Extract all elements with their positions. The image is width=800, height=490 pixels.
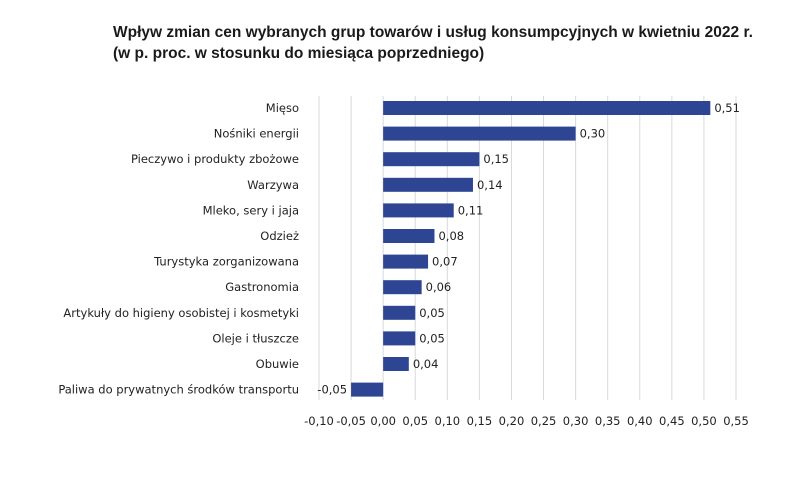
chart-subtitle: (w p. proc. w stosunku do miesiąca poprz… xyxy=(113,45,485,62)
category-label: Warzywa xyxy=(247,178,299,192)
bar xyxy=(383,203,454,218)
bar xyxy=(383,152,480,167)
gridlines xyxy=(318,96,737,400)
category-label: Artykuły do higieny osobistej i kosmetyk… xyxy=(63,306,299,320)
value-label: -0,05 xyxy=(317,383,347,397)
category-label: Paliwa do prywatnych środków transportu xyxy=(58,383,299,397)
bar xyxy=(383,101,711,115)
x-tick-label: -0,05 xyxy=(336,414,366,428)
category-label: Mleko, sery i jaja xyxy=(203,203,299,217)
category-label: Nośniki energii xyxy=(214,127,299,141)
value-label: 0,05 xyxy=(419,331,445,345)
bar xyxy=(383,229,435,243)
x-axis-tick-labels: -0,10 -0,05 0,00 0,05 0,10 0,15 0,20 0,25 0,30 0,… xyxy=(304,414,749,428)
value-label: 0,11 xyxy=(458,203,484,217)
x-tick-label: 0,05 xyxy=(402,414,428,428)
x-tick-label: 0,35 xyxy=(595,414,621,428)
chart-title-block: Wpływ zmian cen wybranych grup towarów i… xyxy=(113,22,783,64)
value-label: 0,05 xyxy=(419,306,445,320)
category-label: Turystyka zorganizowana xyxy=(153,255,299,269)
value-label: 0,51 xyxy=(714,101,740,115)
bar xyxy=(383,126,576,141)
x-tick-label: -0,10 xyxy=(304,414,334,428)
chart-title: Wpływ zmian cen wybranych grup towarów i… xyxy=(113,24,753,41)
value-label: 0,14 xyxy=(477,178,503,192)
value-labels: 0,51 0,30 0,15 0,14 0,11 0,08 0,07 0,06 0,05 0,05… xyxy=(317,101,740,397)
value-label: 0,04 xyxy=(413,357,439,371)
x-tick-label: 0,30 xyxy=(563,414,589,428)
bar xyxy=(383,331,416,346)
value-label: 0,07 xyxy=(432,255,458,269)
x-tick-label: 0,10 xyxy=(435,414,461,428)
bar xyxy=(383,280,422,295)
value-label: 0,08 xyxy=(438,229,464,243)
category-label: Odzież xyxy=(260,229,299,243)
x-tick-label: 0,55 xyxy=(723,414,749,428)
x-tick-label: 0,25 xyxy=(531,414,557,428)
value-label: 0,06 xyxy=(426,280,452,294)
bar xyxy=(383,305,416,320)
category-label: Mięso xyxy=(266,101,299,115)
bars xyxy=(351,101,711,397)
category-label: Oleje i tłuszcze xyxy=(212,331,299,345)
x-tick-label: 0,20 xyxy=(499,414,525,428)
bar xyxy=(383,357,409,371)
value-label: 0,15 xyxy=(483,152,509,166)
bar xyxy=(383,177,473,192)
x-tick-label: 0,45 xyxy=(659,414,685,428)
category-labels: Mięso Nośniki energii Pieczywo i produkty … xyxy=(58,101,299,397)
x-tick-label: 0,00 xyxy=(370,414,396,428)
x-tick-label: 0,15 xyxy=(467,414,493,428)
x-tick-label: 0,50 xyxy=(691,414,717,428)
bar xyxy=(351,382,384,397)
category-label: Obuwie xyxy=(256,357,299,371)
bar xyxy=(383,254,429,269)
x-tick-label: 0,40 xyxy=(627,414,653,428)
value-label: 0,30 xyxy=(580,127,606,141)
category-label: Gastronomia xyxy=(225,280,299,294)
category-label: Pieczywo i produkty zbożowe xyxy=(131,152,299,166)
